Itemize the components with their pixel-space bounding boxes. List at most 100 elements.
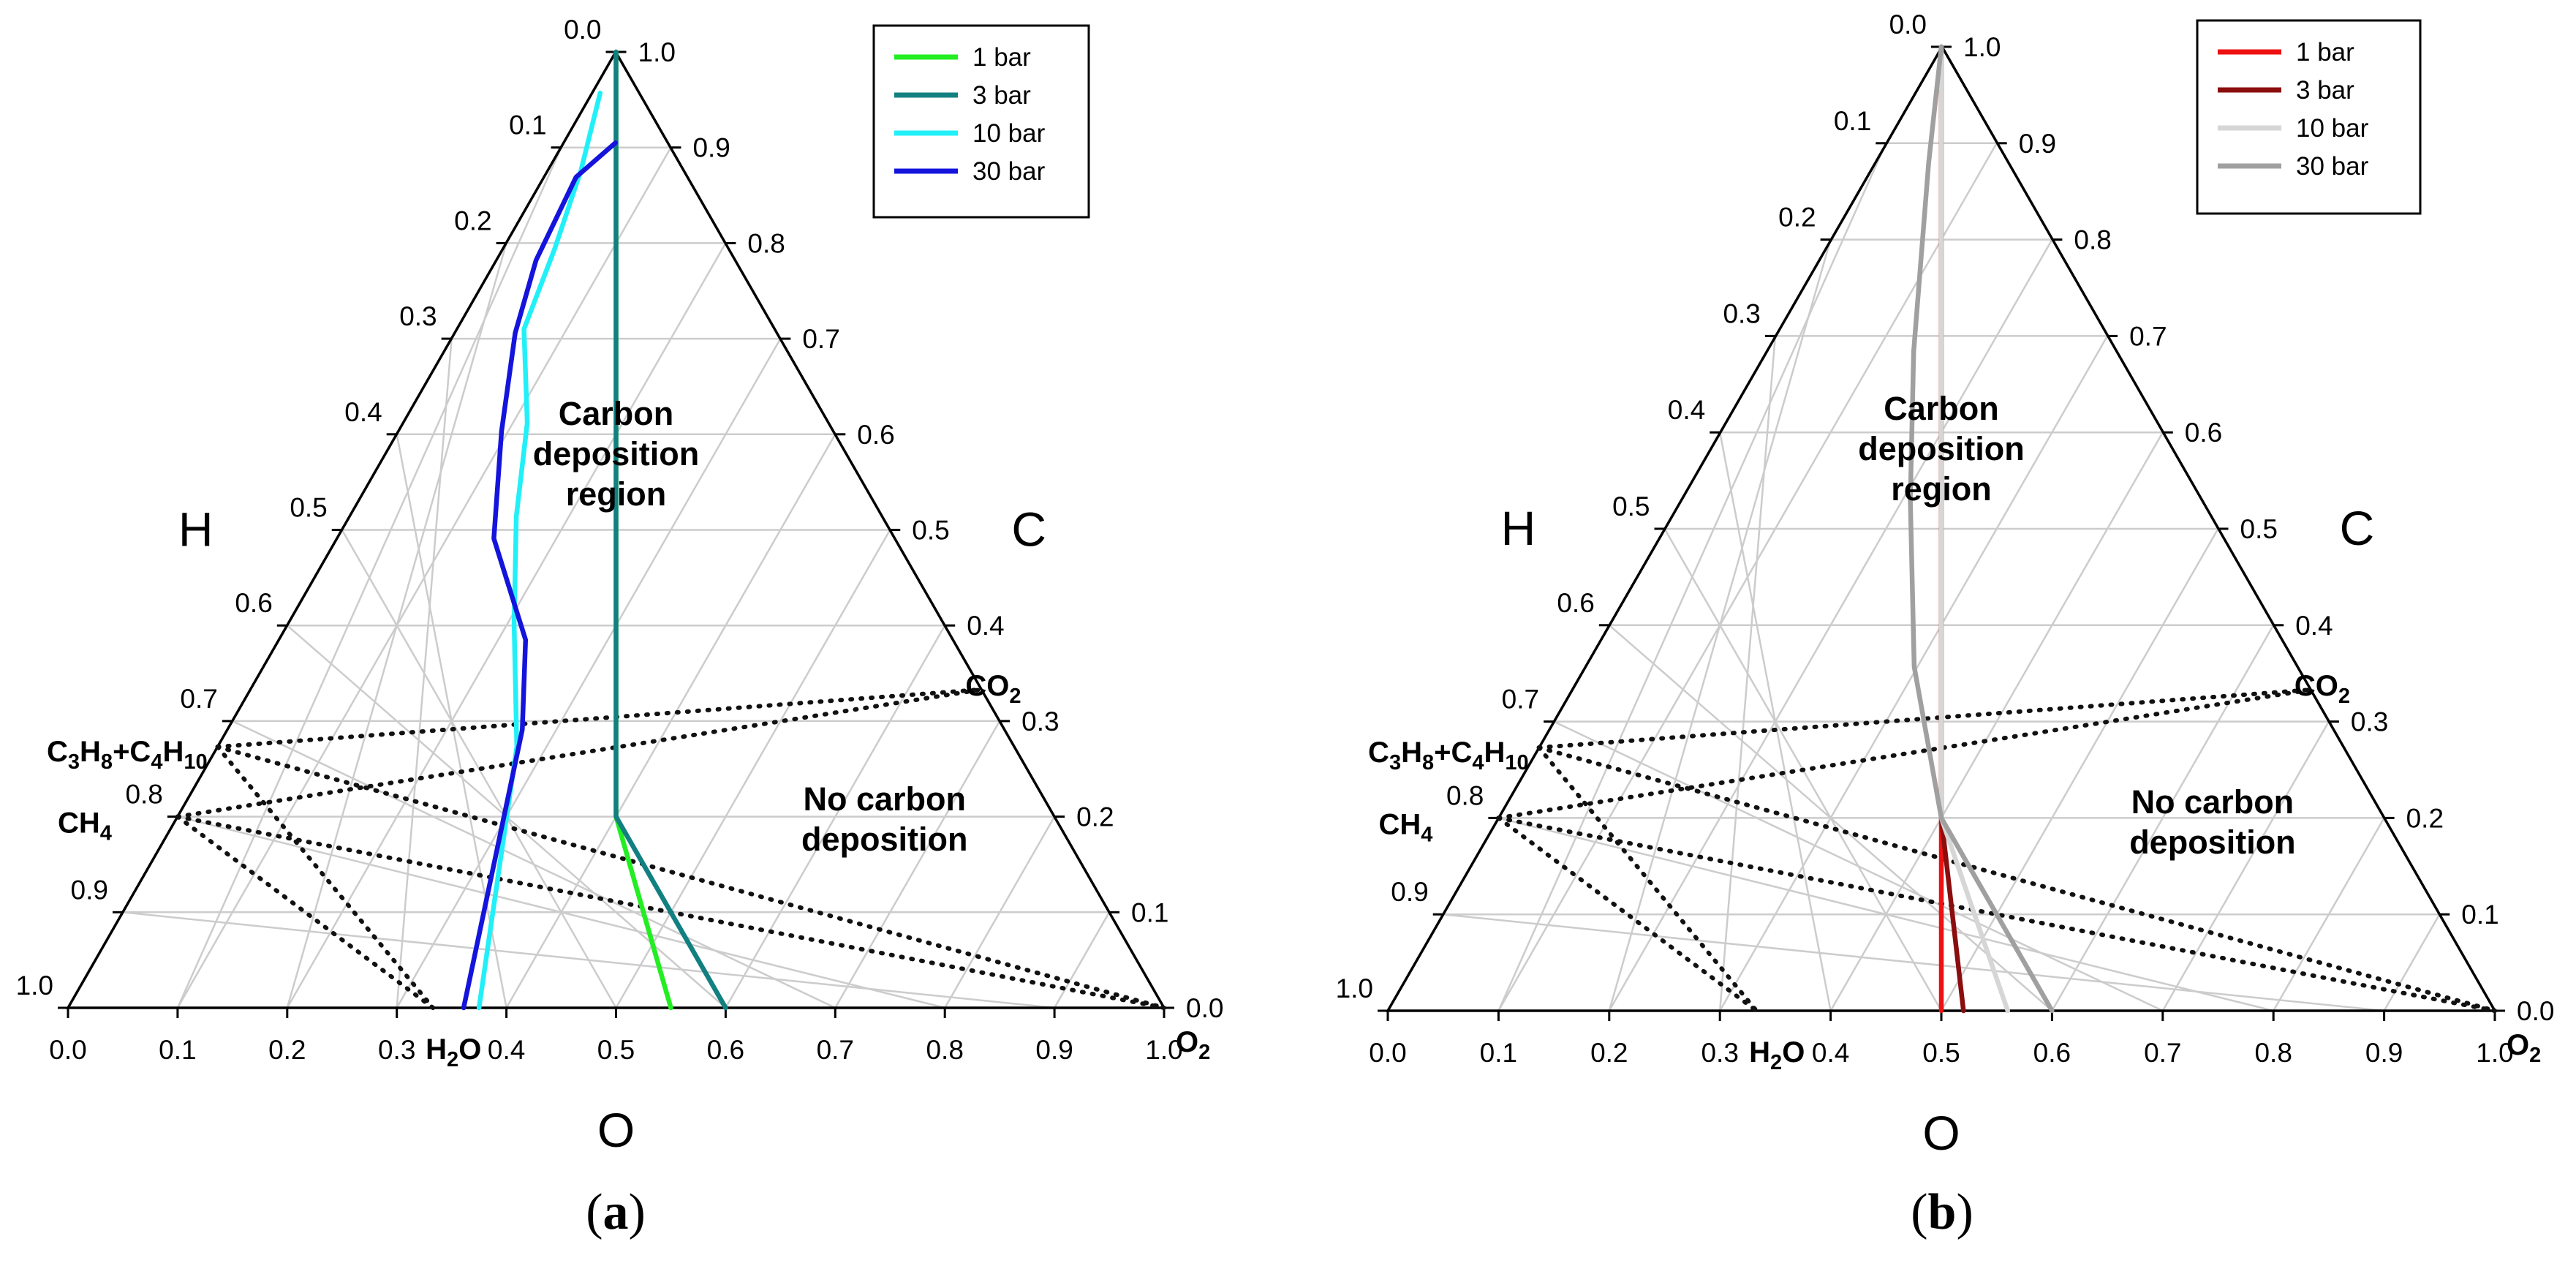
ternary-panel-b: 0.0 0.0 0.0 0.1 0.1 0.1 0.2 0.2 0.2 0.3 0.3 0.3 0.4 0…: [1336, 10, 2555, 1240]
axis-label-c: C: [1011, 502, 1046, 557]
species-label-part: +C: [1434, 736, 1472, 769]
tick-label-h: 0.7: [180, 684, 217, 714]
species-label-part: 3: [68, 750, 80, 774]
species-label-part: +C: [113, 736, 151, 768]
gridline-h: [725, 625, 946, 1009]
tick-label-h: 0.8: [1446, 780, 1484, 810]
series-line-10-bar: [476, 90, 603, 1011]
tick-label-h: 0.9: [1391, 877, 1428, 907]
species-label-methane: CH4: [58, 807, 112, 845]
species-label-part: H: [162, 736, 184, 768]
species-label-oxygen: O2: [2507, 1029, 2541, 1067]
tick-label-c: 1.0: [638, 37, 676, 67]
species-label-part: 4: [1472, 751, 1484, 775]
legend-entry: 30 bar: [2296, 152, 2369, 181]
ternary-panel-a: 0.0 0.0 0.0 0.1 0.1 0.1 0.2 0.2 0.2 0.3 0.3 0.3 0.4 0…: [16, 15, 1224, 1240]
tick-label-c: 0.2: [1076, 802, 1114, 832]
region-label-no-carbon: No carbon deposition: [801, 780, 967, 858]
tick-label-o: 0.3: [378, 1035, 415, 1065]
tick-label-h: 0.4: [344, 397, 382, 427]
panel-caption: (b): [1911, 1184, 1973, 1240]
species-label-part: 4: [151, 750, 162, 774]
region-label-line: No carbon: [803, 780, 966, 818]
species-label-water: H2O: [426, 1033, 481, 1071]
panel-caption-part: ): [1956, 1184, 1973, 1240]
species-label-part: 10: [1505, 751, 1528, 775]
tick-label-o: 0.3: [1701, 1038, 1738, 1068]
tick-label-c: 1.0: [1963, 32, 2001, 62]
tick-label-c: 0.5: [912, 516, 949, 546]
tick-label-h: 0.0: [1889, 10, 1927, 39]
panel-caption: (a): [586, 1184, 646, 1240]
legend-entry: 30 bar: [972, 157, 1046, 186]
tick-label-h: 0.1: [509, 110, 546, 140]
gridline-h: [2051, 625, 2275, 1011]
tick-label-c: 0.2: [2406, 803, 2444, 833]
species-label-propane_butane: C3H8+C4H10: [47, 736, 208, 774]
tick-label-h: 1.0: [1336, 973, 1373, 1003]
species-label-part: 4: [1421, 823, 1432, 846]
tick-label-h: 0.2: [1778, 203, 1816, 233]
tick-label-c: 0.9: [692, 133, 730, 163]
series-line-30-bar: [461, 140, 619, 1011]
region-label-line: deposition: [1858, 430, 2024, 467]
tie-line-propane_butane-water: [1536, 745, 1759, 1013]
tick-label-o: 0.6: [707, 1035, 744, 1065]
tie-line-methane-carbon_dioxide: [175, 687, 984, 819]
legend-entry: 1 bar: [2296, 38, 2354, 67]
tick-label-c: 0.8: [747, 228, 785, 258]
series-line-30-bar: [1908, 44, 2055, 1014]
tick-label-o: 0.2: [268, 1035, 306, 1065]
gridline-o: [1553, 720, 2164, 1012]
legend-entry: 10 bar: [2296, 114, 2369, 143]
species-label-propane_butane: C3H8+C4H10: [1368, 736, 1529, 775]
tick-label-h: 0.9: [71, 875, 108, 905]
tick-label-c: 0.5: [2240, 514, 2278, 544]
tick-label-o: 0.1: [1480, 1038, 1517, 1068]
species-label-part: 4: [100, 822, 112, 845]
tick-label-c: 0.4: [2295, 611, 2333, 641]
tie-line-methane-water: [1496, 815, 1759, 1013]
legend-entry: 1 bar: [972, 43, 1031, 72]
species-label-part: H: [80, 736, 101, 768]
species-label-part: CO: [2294, 670, 2338, 702]
species-label-part: CO: [965, 670, 1009, 702]
tick-label-c: 0.7: [2129, 321, 2167, 351]
species-label-water: H2O: [1749, 1036, 1805, 1074]
tick-label-o: 0.7: [817, 1035, 854, 1065]
axis-label-h: H: [178, 502, 214, 557]
tick-label-c: 0.1: [1131, 897, 1168, 927]
species-label-part: O: [2507, 1029, 2529, 1061]
tick-label-h: 0.0: [564, 15, 601, 45]
species-label-part: H: [1401, 736, 1422, 769]
tick-label-h: 0.7: [1502, 685, 1539, 715]
gridline-h: [2383, 913, 2441, 1011]
tick-label-h: 0.6: [235, 588, 272, 618]
species-label-part: 2: [2529, 1044, 2541, 1067]
region-label-carbon: Carbon deposition region: [533, 395, 699, 513]
tick-label-h: 1.0: [16, 971, 53, 1001]
tick-label-c: 0.3: [1021, 707, 1059, 736]
tick-label-c: 0.8: [2074, 225, 2111, 255]
species-label-part: O: [1176, 1026, 1198, 1058]
tick-label-o: 1.0: [2476, 1038, 2513, 1068]
tick-label-c: 0.0: [2517, 996, 2554, 1026]
tick-label-h: 0.3: [399, 301, 437, 331]
tick-label-c: 0.6: [857, 420, 894, 450]
species-label-methane: CH4: [1378, 808, 1432, 846]
region-label-carbon: Carbon deposition region: [1858, 390, 2024, 508]
tick-label-o: 0.9: [1035, 1035, 1073, 1065]
species-label-part: C: [47, 736, 68, 768]
tick-label-o: 0.9: [2365, 1038, 2403, 1068]
species-label-part: 2: [1009, 685, 1021, 708]
region-label-line: deposition: [801, 821, 967, 858]
legend-entry: 3 bar: [972, 81, 1031, 110]
tick-label-o: 0.1: [159, 1035, 196, 1065]
gridline-h: [944, 815, 1056, 1009]
species-label-part: CH: [1378, 808, 1421, 840]
species-label-part: 8: [1422, 751, 1434, 775]
region-label-line: No carbon: [2131, 783, 2294, 821]
region-label-line: Carbon: [559, 395, 674, 432]
species-label-part: 2: [447, 1048, 458, 1071]
